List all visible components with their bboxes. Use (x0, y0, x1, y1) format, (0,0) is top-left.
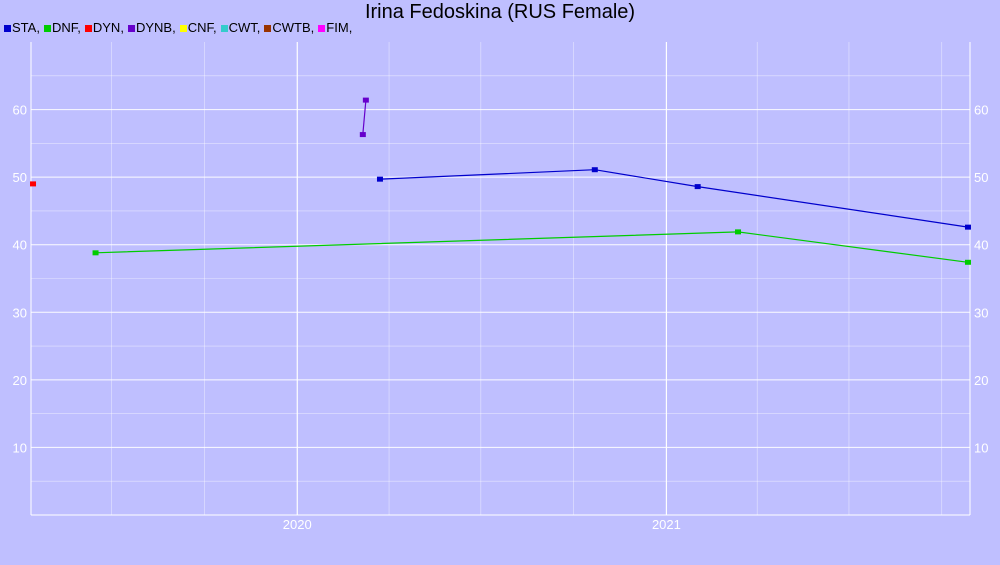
legend-label: CNF (187, 20, 213, 35)
y-tick-label-left: 40 (13, 238, 27, 253)
y-tick-label-left: 20 (13, 373, 27, 388)
y-tick-label-right: 10 (974, 440, 988, 455)
legend-swatch (220, 25, 228, 32)
legend-swatch (179, 25, 187, 32)
legend-separator: , (120, 20, 124, 35)
data-point-sta (694, 184, 701, 190)
y-tick-label-right: 30 (974, 305, 988, 320)
legend-label: DNF (51, 20, 78, 35)
y-tick-label-right: 20 (974, 373, 988, 388)
legend-item-dnf: DNF, (43, 20, 81, 35)
legend-separator: , (212, 20, 217, 35)
legend-label: CWTB (272, 20, 311, 35)
y-tick-label-left: 60 (13, 103, 27, 118)
legend-label: FIM (326, 20, 349, 35)
legend-item-dynb: DYNB, (127, 20, 176, 35)
series-line-dnf (95, 231, 969, 263)
data-point-dynb (359, 132, 366, 138)
legend-swatch (127, 25, 135, 32)
data-point-dnf (964, 259, 971, 265)
y-tick-label-left: 50 (13, 170, 27, 185)
legend-item-cwt: CWT, (220, 20, 261, 35)
data-point-dnf (92, 250, 99, 256)
legend-item-fim: FIM, (318, 20, 352, 35)
y-tick-label-left: 10 (13, 440, 27, 455)
y-tick-label-left: 30 (13, 305, 27, 320)
legend-label: CWT (228, 20, 257, 35)
chart-title: Irina Fedoskina (RUS Female) (364, 1, 636, 23)
legend-separator: , (172, 20, 176, 35)
legend-swatch (264, 25, 272, 32)
legend-separator: , (348, 20, 353, 35)
data-point-dynb (362, 97, 369, 103)
legend-separator: , (310, 20, 315, 35)
legend-separator: , (77, 20, 81, 35)
legend-swatch (43, 25, 51, 32)
data-point-sta (376, 176, 383, 182)
legend-swatch (318, 25, 326, 32)
y-tick-label-right: 60 (974, 103, 988, 118)
data-point-sta (964, 224, 971, 230)
legend-swatch (4, 25, 11, 32)
y-tick-label-right: 50 (974, 170, 988, 185)
legend-separator: , (256, 20, 261, 35)
legend: STA, DNF, DYN, DYNB, CNF, CWT, CWTB, FIM, (4, 20, 356, 35)
legend-item-cwtb: CWTB, (264, 20, 314, 35)
x-tick-label: 2020 (283, 517, 312, 532)
legend-item-sta: STA, (4, 20, 40, 35)
x-tick-label: 2021 (652, 517, 681, 532)
legend-swatch (84, 25, 92, 32)
data-point-dnf (735, 229, 742, 235)
legend-item-dyn: DYN, (84, 20, 124, 35)
legend-label: DYN (92, 20, 121, 35)
legend-separator: , (36, 20, 40, 35)
legend-label: DYNB (135, 20, 173, 35)
legend-item-cnf: CNF, (179, 20, 217, 35)
data-point-sta (591, 167, 598, 173)
y-tick-label-right: 40 (974, 238, 988, 253)
data-point-dyn (30, 181, 37, 187)
series-line-sta (379, 169, 969, 228)
legend-label: STA (12, 20, 37, 35)
series-line-dynb (362, 100, 367, 135)
